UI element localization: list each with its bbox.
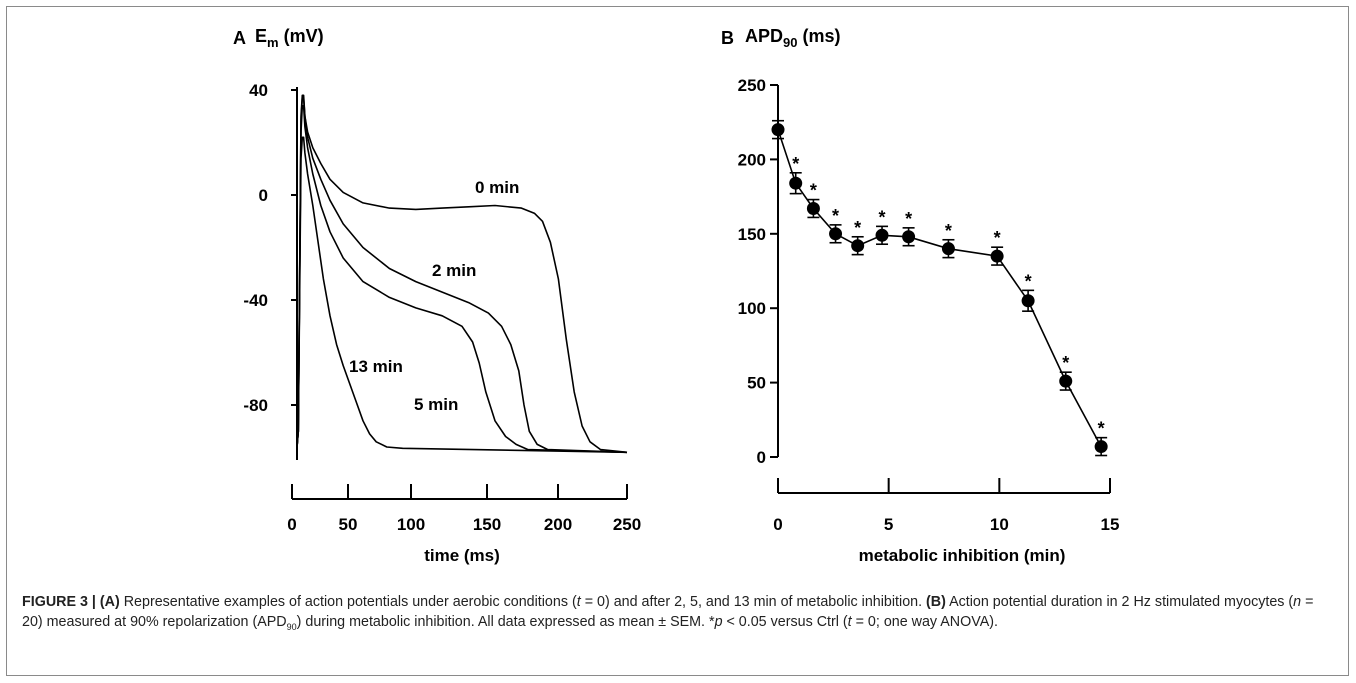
figure-frame xyxy=(6,6,1349,676)
figure-caption: FIGURE 3 | (A) Representative examples o… xyxy=(22,594,1314,632)
trace-label-5min: 5 min xyxy=(414,395,458,414)
panel-b-letter: B xyxy=(721,28,734,48)
panel-b-y-tick-label: 200 xyxy=(738,150,766,169)
caption-b-ref: (B) xyxy=(926,594,946,610)
panel-a-title: Em (mV) xyxy=(255,26,324,50)
panel-a-y-tick-label: 0 xyxy=(259,186,268,205)
data-point xyxy=(806,202,820,216)
significance-marker: * xyxy=(1098,419,1105,439)
panel-b-y-tick-label: 100 xyxy=(738,299,766,318)
data-point xyxy=(1094,440,1108,454)
panel-b-x-tick-label: 0 xyxy=(773,515,782,534)
data-point xyxy=(1021,294,1035,308)
panel-a-x-tick-label: 250 xyxy=(613,515,641,534)
panel-a-y-tick-label: -40 xyxy=(243,291,268,310)
panel-b-x-tick-label: 10 xyxy=(990,515,1009,534)
data-point xyxy=(771,123,785,137)
significance-marker: * xyxy=(945,221,952,241)
significance-marker: * xyxy=(792,154,799,174)
panel-b-x-tick-label: 15 xyxy=(1101,515,1120,534)
panel-a-x-label: time (ms) xyxy=(424,546,500,565)
significance-marker: * xyxy=(854,218,861,238)
panel-b-y-tick-label: 150 xyxy=(738,225,766,244)
significance-marker: * xyxy=(1062,353,1069,373)
panel-a-letter: A xyxy=(233,28,246,48)
panel-a: A Em (mV) 40 0 -40 -80 0 50 100 150 200 250 0 mi… xyxy=(233,26,641,565)
panel-b-title: APD90 (ms) xyxy=(745,26,841,50)
panel-a-x-tick-label: 100 xyxy=(397,515,425,534)
data-point xyxy=(829,227,843,241)
data-point xyxy=(789,176,803,190)
panel-b-y-tick-label: 250 xyxy=(738,76,766,95)
data-point xyxy=(875,228,889,242)
action-potential-trace-5min xyxy=(296,105,628,454)
action-potential-trace-13min xyxy=(296,136,628,454)
data-point xyxy=(851,239,865,253)
figure-graphics: A Em (mV) 400-40-80 0 50 100 150 200 250 0 mi… xyxy=(233,26,1119,565)
caption-a-ref: (A) xyxy=(99,594,120,610)
data-point xyxy=(990,249,1004,263)
data-point xyxy=(941,242,955,256)
panel-b-x-label: metabolic inhibition (min) xyxy=(859,546,1066,565)
panel-a-x-tick-label: 150 xyxy=(473,515,501,534)
significance-marker: * xyxy=(994,228,1001,248)
data-point xyxy=(902,230,916,244)
data-point xyxy=(1059,374,1073,388)
trace-label-13min: 13 min xyxy=(349,357,403,376)
trace-label-0min: 0 min xyxy=(475,178,519,197)
action-potential-trace-2min xyxy=(296,97,628,454)
panel-b-y-tick-label: 50 xyxy=(747,374,766,393)
panel-a-y-tick-label: -80 xyxy=(243,396,268,415)
significance-marker: * xyxy=(905,209,912,229)
significance-marker: * xyxy=(810,181,817,201)
panel-a-x-tick-label: 0 xyxy=(287,515,296,534)
caption-label: FIGURE 3 | xyxy=(22,594,100,610)
significance-marker: * xyxy=(879,207,886,227)
panel-a-y-tick-label: 40 xyxy=(249,81,268,100)
trace-label-2min: 2 min xyxy=(432,261,476,280)
significance-marker: * xyxy=(832,206,839,226)
panel-a-x-tick-label: 200 xyxy=(544,515,572,534)
panel-a-x-tick-label: 50 xyxy=(339,515,358,534)
panel-b-x-tick-label: 5 xyxy=(884,515,893,534)
apd90-line xyxy=(777,129,1102,447)
significance-marker: * xyxy=(1025,271,1032,291)
panel-b-y-tick-label: 0 xyxy=(757,448,766,467)
